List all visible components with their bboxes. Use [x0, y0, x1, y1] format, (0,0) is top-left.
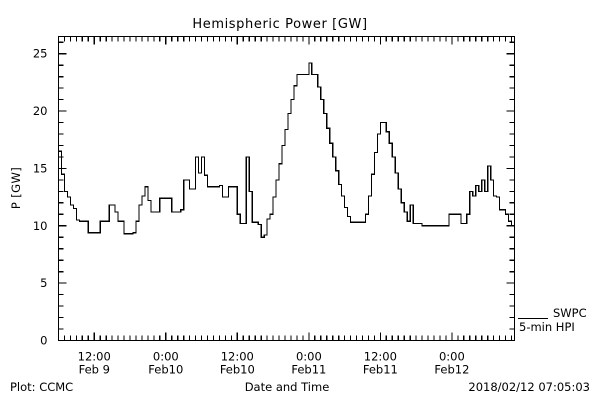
x-tick-date-1: Feb10	[148, 363, 183, 377]
x-tick-time-1: 0:00	[153, 350, 179, 364]
x-tick-time-5: 0:00	[439, 350, 465, 364]
x-axis-title: Date and Time	[245, 380, 330, 394]
x-tick-date-3: Feb11	[291, 363, 326, 377]
x-axis-ticks	[57, 36, 513, 341]
x-tick-date-5: Feb12	[434, 363, 469, 377]
y-tick-label-10: 10	[33, 219, 48, 233]
data-series-swpc-5min-hpi	[58, 62, 516, 238]
x-tick-time-0: 12:00	[78, 350, 111, 364]
y-tick-label-25: 25	[33, 47, 48, 61]
y-axis-ticks	[58, 41, 515, 342]
y-axis-tick-labels: 0 5 10 15 20 25	[33, 47, 48, 348]
chart-title: Hemispheric Power [GW]	[192, 17, 367, 32]
y-tick-label-20: 20	[33, 104, 48, 118]
x-tick-date-4: Feb11	[363, 363, 398, 377]
x-tick-date-0: Feb 9	[79, 363, 110, 377]
legend: SWPC 5-min HPI	[518, 306, 587, 334]
x-tick-time-3: 0:00	[296, 350, 322, 364]
y-axis-title: P [GW]	[9, 167, 23, 209]
x-tick-date-2: Feb10	[220, 363, 255, 377]
footer-timestamp: 2018/02/12 07:05:03	[468, 380, 590, 394]
x-tick-time-2: 12:00	[221, 350, 254, 364]
legend-label-line1: SWPC	[553, 306, 587, 320]
legend-label-line2: 5-min HPI	[519, 320, 575, 334]
footer-plot-source: Plot: CCMC	[10, 380, 73, 394]
y-tick-label-5: 5	[40, 276, 47, 290]
x-tick-time-4: 12:00	[364, 350, 397, 364]
y-tick-label-0: 0	[40, 334, 47, 348]
plot-frame	[57, 35, 516, 342]
y-tick-label-15: 15	[33, 161, 48, 175]
